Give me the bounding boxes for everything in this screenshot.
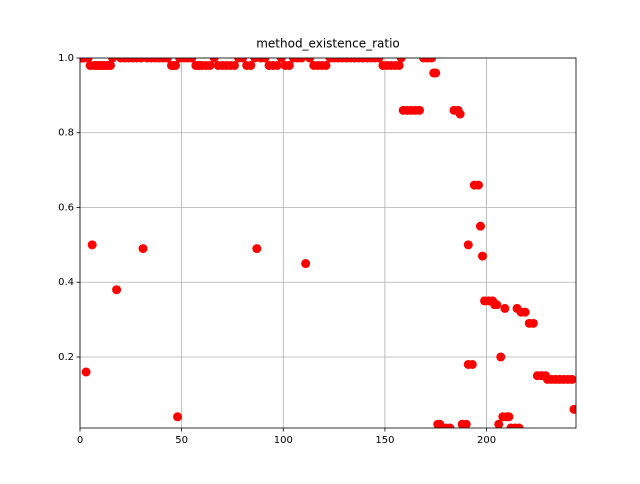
point bbox=[396, 58, 406, 63]
point bbox=[431, 68, 441, 78]
x-tick-label: 150 bbox=[375, 435, 394, 446]
point bbox=[569, 404, 576, 414]
point bbox=[463, 240, 473, 250]
y-tick-label: 0.6 bbox=[58, 202, 74, 213]
point bbox=[514, 423, 524, 428]
point bbox=[500, 303, 510, 313]
point bbox=[297, 58, 307, 63]
point bbox=[394, 60, 404, 70]
x-tick-label: 0 bbox=[77, 435, 83, 446]
point bbox=[321, 60, 331, 70]
point bbox=[301, 259, 311, 269]
point bbox=[173, 412, 183, 422]
point bbox=[475, 221, 485, 231]
point bbox=[567, 374, 576, 384]
x-tick-label: 50 bbox=[175, 435, 188, 446]
point bbox=[229, 60, 239, 70]
point bbox=[87, 240, 97, 250]
point bbox=[171, 60, 181, 70]
point bbox=[272, 60, 282, 70]
point bbox=[528, 318, 538, 328]
point bbox=[105, 60, 115, 70]
point bbox=[504, 412, 514, 422]
chart-title: method_existence_ratio bbox=[256, 37, 400, 51]
point bbox=[252, 244, 262, 254]
point bbox=[494, 419, 504, 428]
point bbox=[138, 244, 148, 254]
y-tick-label: 0.2 bbox=[58, 352, 74, 363]
point bbox=[467, 359, 477, 369]
point bbox=[246, 60, 256, 70]
point bbox=[108, 58, 118, 63]
point bbox=[455, 109, 465, 119]
point bbox=[427, 58, 437, 63]
x-tick-label: 200 bbox=[477, 435, 496, 446]
point bbox=[492, 300, 502, 310]
plot-frame bbox=[79, 57, 577, 429]
y-tick-label: 0.4 bbox=[58, 277, 74, 288]
x-tick-label: 100 bbox=[274, 435, 293, 446]
point bbox=[520, 307, 530, 317]
y-tick-label: 1.0 bbox=[58, 53, 74, 64]
point bbox=[445, 423, 455, 428]
point bbox=[473, 180, 483, 190]
point bbox=[477, 251, 487, 261]
point bbox=[205, 60, 215, 70]
point bbox=[112, 285, 122, 295]
point bbox=[414, 105, 424, 115]
point bbox=[284, 60, 294, 70]
point bbox=[461, 419, 471, 428]
y-tick-label: 0.8 bbox=[58, 128, 74, 139]
point bbox=[496, 352, 506, 362]
point bbox=[81, 367, 91, 377]
